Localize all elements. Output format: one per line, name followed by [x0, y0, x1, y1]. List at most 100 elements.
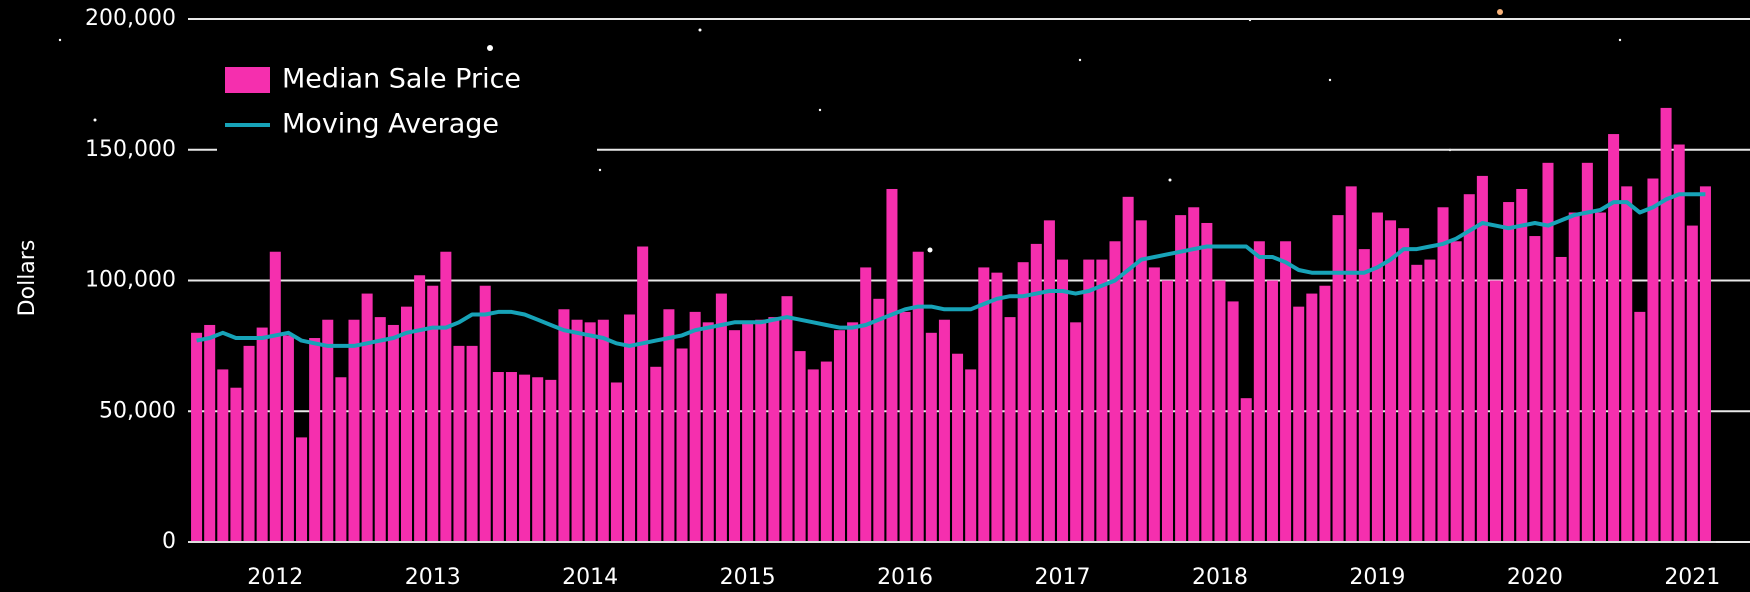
bar	[414, 275, 425, 542]
bar	[572, 320, 583, 542]
bar	[585, 322, 596, 542]
bar	[1451, 241, 1462, 542]
bar	[1109, 241, 1120, 542]
bar	[978, 267, 989, 542]
y-axis-label: Dollars	[15, 240, 40, 317]
bar	[1346, 186, 1357, 542]
bar	[1608, 134, 1619, 542]
y-tick-label: 50,000	[99, 398, 176, 423]
bar	[1201, 223, 1212, 542]
bar	[1490, 281, 1501, 543]
bar	[1214, 281, 1225, 543]
bar	[244, 346, 255, 542]
bar	[952, 354, 963, 542]
x-tick-label: 2016	[877, 565, 933, 590]
x-tick-label: 2019	[1349, 565, 1405, 590]
bar	[1280, 241, 1291, 542]
bar	[1438, 207, 1449, 542]
bar	[270, 252, 281, 542]
bar	[703, 322, 714, 542]
bar	[362, 294, 373, 542]
bar	[427, 286, 438, 542]
bar	[795, 351, 806, 542]
bar	[768, 317, 779, 542]
bar	[991, 273, 1002, 542]
bar	[322, 320, 333, 542]
bar	[1529, 236, 1540, 542]
bar	[1372, 213, 1383, 542]
bar	[532, 377, 543, 542]
bar	[860, 267, 871, 542]
bar	[1267, 281, 1278, 543]
bar	[1634, 312, 1645, 542]
bar	[1306, 294, 1317, 542]
bar	[1687, 226, 1698, 542]
y-tick-label: 0	[162, 529, 176, 554]
bar	[821, 362, 832, 542]
bar	[900, 312, 911, 542]
bar	[1595, 213, 1606, 542]
bar	[283, 335, 294, 542]
bar	[204, 325, 215, 542]
bar	[913, 252, 924, 542]
bar	[1503, 202, 1514, 542]
bar	[1083, 260, 1094, 542]
bar	[939, 320, 950, 542]
bar	[480, 286, 491, 542]
bar	[309, 338, 320, 542]
bar	[650, 367, 661, 542]
bar	[886, 189, 897, 542]
x-tick-label: 2021	[1664, 565, 1720, 590]
bar	[742, 322, 753, 542]
bar	[453, 346, 464, 542]
bar	[1674, 145, 1685, 542]
x-tick-label: 2014	[562, 565, 618, 590]
bar	[1162, 281, 1173, 543]
bar	[1464, 194, 1475, 542]
bar	[388, 325, 399, 542]
bar	[1031, 244, 1042, 542]
bar	[217, 369, 228, 542]
bar	[1254, 241, 1265, 542]
bar	[637, 247, 648, 542]
bar	[1477, 176, 1488, 542]
x-tick-label: 2020	[1507, 565, 1563, 590]
bar	[335, 377, 346, 542]
legend-label: Median Sale Price	[282, 64, 521, 95]
bar	[375, 317, 386, 542]
bar	[1411, 265, 1422, 542]
bar	[690, 312, 701, 542]
bar	[545, 380, 556, 542]
bar	[729, 330, 740, 542]
x-tick-label: 2012	[247, 565, 303, 590]
bar	[1044, 220, 1055, 542]
bar	[1005, 317, 1016, 542]
bar	[598, 320, 609, 542]
bar	[1516, 189, 1527, 542]
bar	[1359, 249, 1370, 542]
bar	[1293, 307, 1304, 542]
chart: Dollars 050,000100,000150,000200,0002012…	[0, 0, 1750, 592]
bar	[1096, 260, 1107, 542]
bar	[834, 330, 845, 542]
bar	[1569, 213, 1580, 542]
bar	[1621, 186, 1632, 542]
bar	[493, 372, 504, 542]
bar	[1647, 179, 1658, 542]
bar	[1123, 197, 1134, 542]
bar	[1057, 260, 1068, 542]
bar	[873, 299, 884, 542]
bar	[677, 348, 688, 542]
bar	[1241, 398, 1252, 542]
bar	[257, 328, 268, 542]
bar	[1333, 215, 1344, 542]
legend-swatch	[225, 67, 270, 93]
bar	[348, 320, 359, 542]
bar	[926, 333, 937, 542]
bar	[230, 388, 241, 542]
y-tick-label: 200,000	[85, 6, 176, 31]
bar	[1398, 228, 1409, 542]
bar	[1188, 207, 1199, 542]
bar	[558, 309, 569, 542]
x-tick-label: 2015	[720, 565, 776, 590]
